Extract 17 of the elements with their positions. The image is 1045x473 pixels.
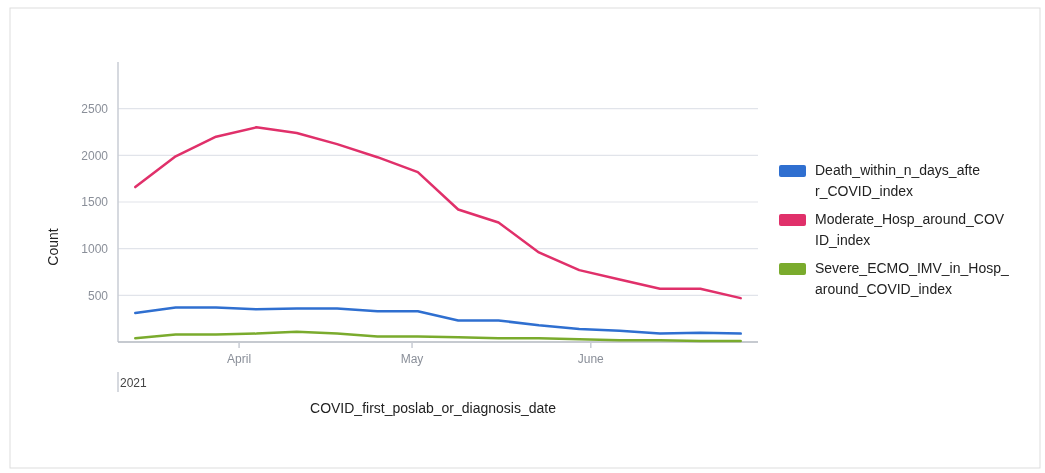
y-tick-label: 2500: [81, 101, 109, 116]
line-series: [134, 306, 742, 335]
y-tick-label: 2000: [81, 148, 109, 163]
text: 2021: [120, 376, 148, 390]
x-tick-label: May: [400, 352, 424, 366]
y-tick-label: 1000: [81, 241, 109, 256]
x-tick-label: April: [227, 352, 252, 366]
x-axis-title: COVID_first_poslab_or_diagnosis_date: [310, 400, 557, 416]
legend-label: Severe_ECMO_IMV_in_Hosp_around_COVID_index: [815, 260, 1009, 297]
legend-label: Moderate_Hosp_around_COVID_index: [815, 211, 1005, 248]
line-series: [134, 330, 742, 343]
y-axis-title: Count: [45, 228, 61, 266]
legend-label: Death_within_n_days_after_COVID_index: [815, 162, 981, 199]
y-tick-label: 1500: [81, 195, 109, 210]
y-tick-label: 500: [87, 288, 109, 303]
line-series: [134, 126, 742, 300]
x-tick-label: June: [577, 352, 605, 366]
